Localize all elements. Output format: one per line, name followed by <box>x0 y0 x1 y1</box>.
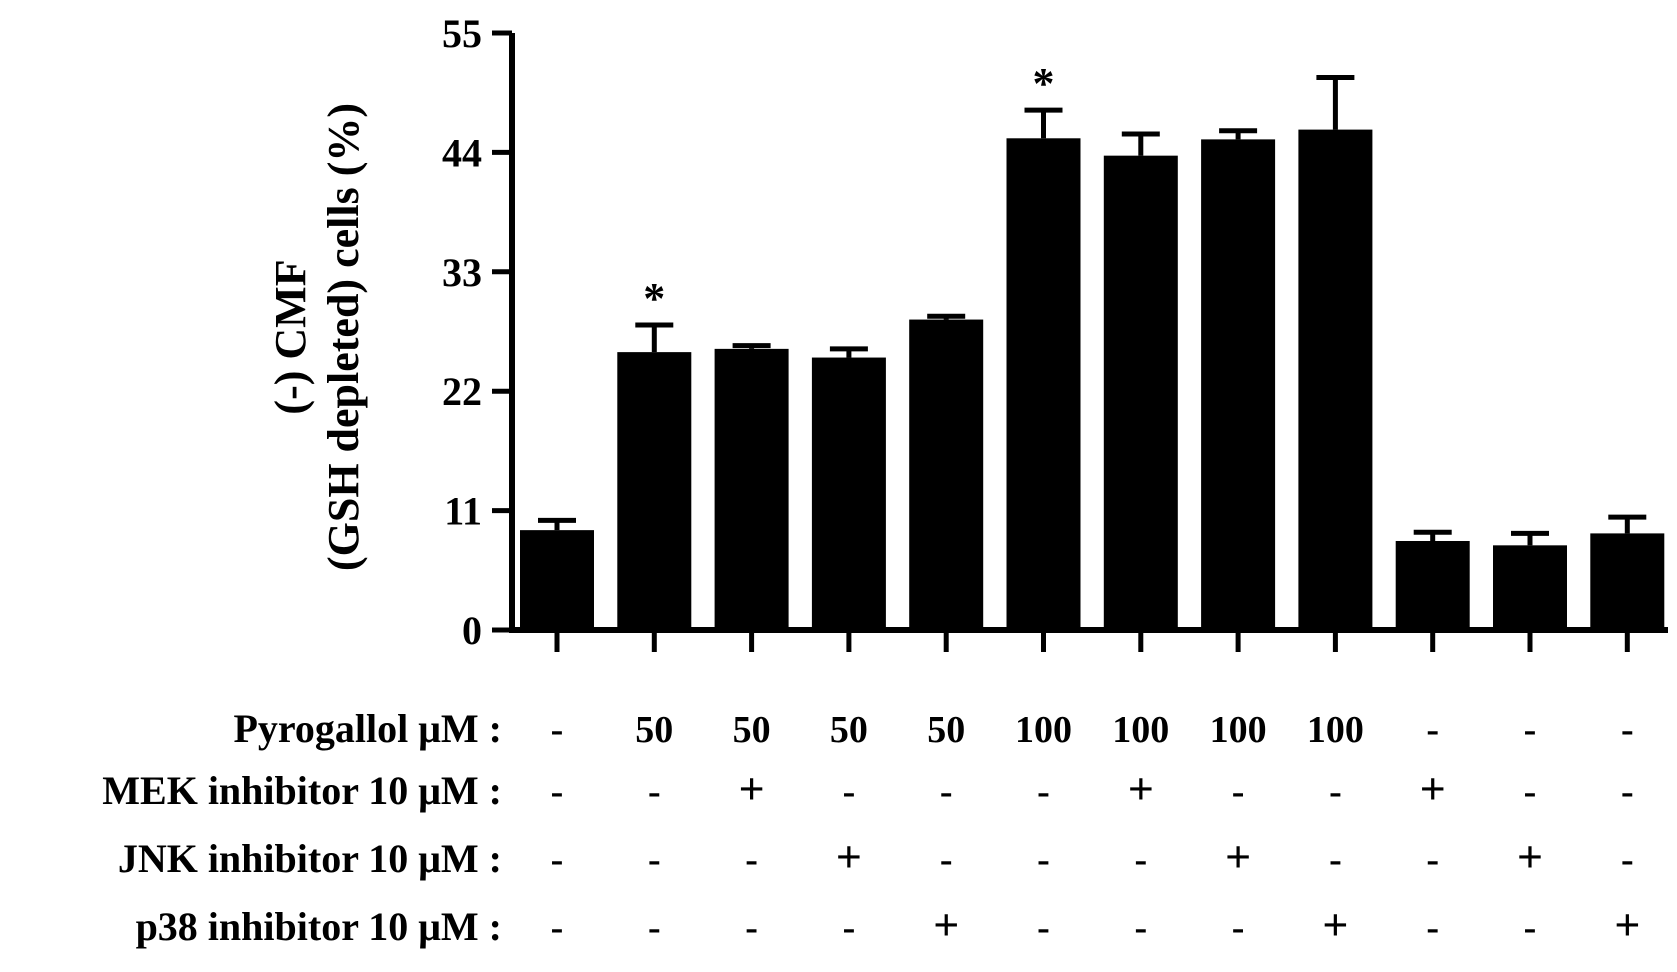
treatment-cell: - <box>1524 771 1537 813</box>
treatment-cell: - <box>1621 839 1634 881</box>
bar <box>909 319 984 630</box>
significance-marker: * <box>643 274 665 323</box>
y-tick-label: 33 <box>442 250 482 295</box>
y-axis-label: (-) CMF (GSH depleted) cells (%) <box>266 103 368 571</box>
treatment-cell: - <box>1329 839 1342 881</box>
treatment-cell: - <box>1134 839 1147 881</box>
treatment-cell: - <box>551 907 564 949</box>
bar <box>1493 545 1567 630</box>
y-axis-label-line1: (-) CMF <box>266 259 315 414</box>
treatment-row-label: p38 inhibitor 10 μM : <box>136 904 502 949</box>
treatment-cell: - <box>1037 907 1050 949</box>
x-axis-ticks <box>554 630 1630 652</box>
treatment-cell: 100 <box>1112 709 1169 751</box>
treatment-cell: + <box>1322 899 1348 950</box>
treatment-cell: + <box>836 831 862 882</box>
treatment-cell: - <box>843 771 856 813</box>
treatment-cell: - <box>551 709 564 751</box>
treatment-cell: - <box>940 839 953 881</box>
bar <box>1006 138 1081 630</box>
bar <box>1590 533 1665 630</box>
treatment-cell: 50 <box>733 709 771 751</box>
axes <box>509 33 1668 633</box>
treatment-cell: 50 <box>635 709 673 751</box>
bar <box>520 530 594 630</box>
y-tick-label: 11 <box>444 489 482 534</box>
treatment-cell: 50 <box>830 709 868 751</box>
treatment-cell: + <box>1614 899 1640 950</box>
y-axis-label-line2: (GSH depleted) cells (%) <box>319 103 368 571</box>
treatment-row-label: Pyrogallol μM : <box>233 706 502 751</box>
treatment-cell: + <box>738 763 764 814</box>
bars <box>520 129 1665 630</box>
treatment-cell: - <box>648 907 661 949</box>
treatment-cell: 100 <box>1015 709 1072 751</box>
treatment-cell: + <box>1517 831 1543 882</box>
bar <box>1298 129 1373 630</box>
treatment-cell: - <box>648 839 661 881</box>
treatment-cell: - <box>1426 907 1439 949</box>
y-tick-label: 44 <box>442 130 482 175</box>
treatment-cell: - <box>1524 907 1537 949</box>
treatment-cell: + <box>933 899 959 950</box>
treatment-cell: - <box>1426 839 1439 881</box>
treatment-cell: + <box>1225 831 1251 882</box>
y-tick-label: 55 <box>442 11 482 56</box>
treatment-cell: - <box>843 907 856 949</box>
treatment-cell: - <box>745 839 758 881</box>
treatment-cell: 100 <box>1210 709 1267 751</box>
treatment-cell: + <box>1128 763 1154 814</box>
treatment-cell: - <box>1621 709 1634 751</box>
treatment-cell: - <box>940 771 953 813</box>
treatment-cell: - <box>1037 839 1050 881</box>
y-axis-ticks: 0 11 22 33 44 55 <box>442 11 512 653</box>
treatment-cell: - <box>551 771 564 813</box>
treatment-cell: - <box>1232 771 1245 813</box>
treatment-cell: + <box>1420 763 1446 814</box>
y-tick-label: 0 <box>462 608 482 653</box>
treatment-cell: - <box>1134 907 1147 949</box>
significance-markers: ** <box>643 59 1054 323</box>
bar <box>714 348 789 630</box>
treatment-cell: - <box>551 839 564 881</box>
treatment-cell: - <box>1037 771 1050 813</box>
treatment-table: Pyrogallol μM : - 50 50 50 50 100 100 100 100 - - - M… <box>102 706 1640 950</box>
treatment-cell: - <box>1524 709 1537 751</box>
y-tick-label: 22 <box>442 369 482 414</box>
treatment-row-label: MEK inhibitor 10 μM : <box>102 768 502 813</box>
bar <box>617 352 692 630</box>
treatment-row-label: JNK inhibitor 10 μM : <box>118 836 502 881</box>
treatment-cell: - <box>1232 907 1245 949</box>
treatment-cell: - <box>1621 771 1634 813</box>
bar <box>1103 155 1178 630</box>
treatment-cell: - <box>1329 771 1342 813</box>
error-bars <box>538 75 1647 546</box>
treatment-cell: 50 <box>927 709 965 751</box>
treatment-cell: - <box>648 771 661 813</box>
treatment-cell: 100 <box>1307 709 1364 751</box>
significance-marker: * <box>1033 59 1055 108</box>
bar <box>1395 540 1470 630</box>
treatment-cell: - <box>1426 709 1439 751</box>
bar <box>811 357 886 630</box>
treatment-cell: - <box>745 907 758 949</box>
bar <box>1201 139 1276 630</box>
